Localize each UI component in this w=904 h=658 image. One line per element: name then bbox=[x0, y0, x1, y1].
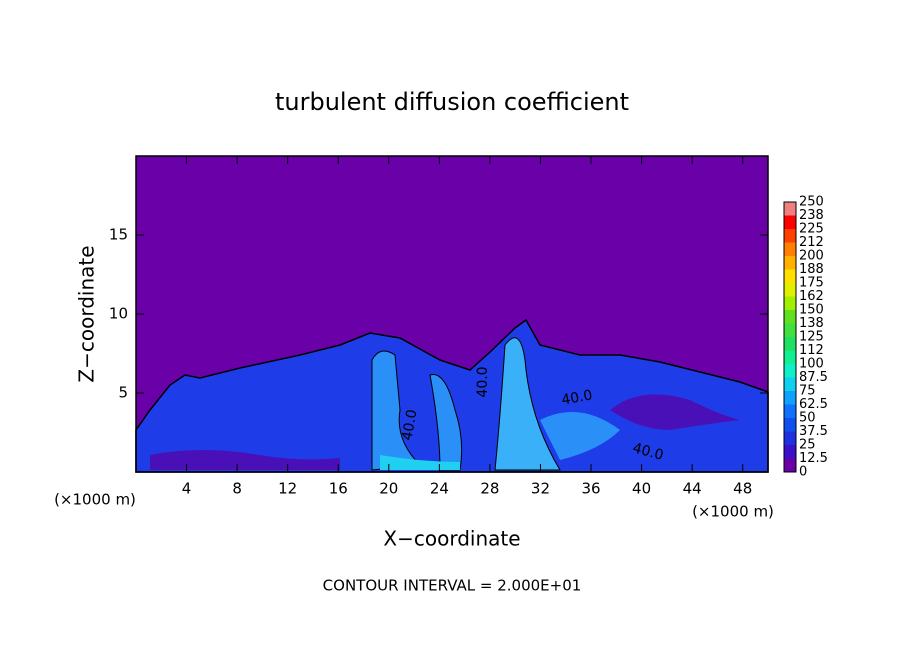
field-region bbox=[371, 350, 422, 471]
contour-label: 40.0 bbox=[560, 387, 593, 408]
colorbar-tick-label: 188 bbox=[799, 262, 824, 277]
colorbar-tick-label: 150 bbox=[799, 303, 824, 318]
colorbar-tick-label: 75 bbox=[799, 384, 816, 399]
y-axis-label: Z−coordinate bbox=[75, 245, 99, 382]
colorbar-tick-label: 50 bbox=[799, 411, 816, 426]
colorbar-segment bbox=[784, 229, 796, 243]
y-tick-label: 15 bbox=[109, 226, 128, 244]
colorbar-segment bbox=[784, 242, 796, 256]
colorbar-tick-label: 0 bbox=[799, 465, 807, 480]
x-tick-label: 4 bbox=[182, 480, 192, 498]
x-tick-label: 16 bbox=[329, 480, 348, 498]
colorbar-segment bbox=[784, 418, 796, 432]
x-tick-label: 24 bbox=[430, 480, 449, 498]
field-region bbox=[429, 373, 463, 471]
colorbar-segment bbox=[784, 445, 796, 459]
colorbar-segment bbox=[784, 431, 796, 445]
x-tick-label: 36 bbox=[581, 480, 600, 498]
colorbar-tick-label: 25 bbox=[799, 438, 816, 453]
colorbar-tick-label: 138 bbox=[799, 316, 824, 331]
colorbar-segment bbox=[784, 364, 796, 378]
colorbar-segment bbox=[784, 215, 796, 229]
colorbar-segment bbox=[784, 458, 796, 472]
x-unit-left: (×1000 m) bbox=[54, 491, 136, 509]
chart-title: turbulent diffusion coefficient bbox=[275, 88, 629, 116]
field-region bbox=[610, 394, 740, 430]
colorbar-tick-label: 62.5 bbox=[799, 397, 828, 412]
contour-label: 40.0 bbox=[399, 408, 420, 441]
colorbar-segment bbox=[784, 323, 796, 337]
x-axis-label: X−coordinate bbox=[383, 527, 520, 551]
colorbar-tick-label: 162 bbox=[799, 289, 824, 304]
colorbar-segment bbox=[784, 404, 796, 418]
x-tick-label: 28 bbox=[480, 480, 499, 498]
colorbar-frame bbox=[783, 201, 797, 473]
x-tick-label: 40 bbox=[632, 480, 651, 498]
field-region bbox=[494, 337, 561, 471]
footnote: CONTOUR INTERVAL = 2.000E+01 bbox=[323, 577, 582, 595]
x-unit-right: (×1000 m) bbox=[692, 503, 774, 521]
contour-label: 40.0 bbox=[631, 440, 665, 464]
field-region bbox=[380, 455, 460, 470]
colorbar-segment bbox=[784, 377, 796, 391]
colorbar-tick-label: 100 bbox=[799, 357, 824, 372]
colorbar-segment bbox=[784, 337, 796, 351]
x-tick-label: 12 bbox=[278, 480, 297, 498]
contour-label: 40.0 bbox=[475, 366, 491, 397]
colorbar-segment bbox=[784, 202, 796, 216]
colorbar-tick-label: 125 bbox=[799, 330, 824, 345]
field bbox=[135, 156, 769, 473]
colorbar-tick-label: 212 bbox=[799, 235, 824, 250]
colorbar-segment bbox=[784, 269, 796, 283]
colorbar-segment bbox=[784, 296, 796, 310]
field-region bbox=[150, 450, 340, 470]
colorbar-segment bbox=[784, 256, 796, 270]
colorbar-tick-label: 200 bbox=[799, 249, 824, 264]
x-tick-label: 44 bbox=[683, 480, 702, 498]
colorbar-tick-label: 112 bbox=[799, 343, 824, 358]
x-tick-label: 8 bbox=[232, 480, 242, 498]
y-tick-label: 10 bbox=[109, 305, 128, 323]
colorbar-tick-label: 238 bbox=[799, 208, 824, 223]
colorbar-tick-label: 175 bbox=[799, 276, 824, 291]
colorbar-segment bbox=[784, 310, 796, 324]
x-tick-label: 48 bbox=[733, 480, 752, 498]
colorbar-tick-label: 225 bbox=[799, 222, 824, 237]
x-tick-label: 32 bbox=[531, 480, 550, 498]
colorbar-segment bbox=[784, 350, 796, 364]
colorbar-tick-label: 12.5 bbox=[799, 451, 828, 466]
colorbar-segment bbox=[784, 391, 796, 405]
colorbar-tick-label: 37.5 bbox=[799, 424, 828, 439]
y-tick-label: 5 bbox=[118, 384, 128, 402]
field-region bbox=[540, 412, 620, 460]
x-tick-label: 20 bbox=[379, 480, 398, 498]
colorbar-tick-label: 87.5 bbox=[799, 370, 828, 385]
colorbar-segment bbox=[784, 283, 796, 297]
colorbar-tick-label: 250 bbox=[799, 195, 824, 210]
